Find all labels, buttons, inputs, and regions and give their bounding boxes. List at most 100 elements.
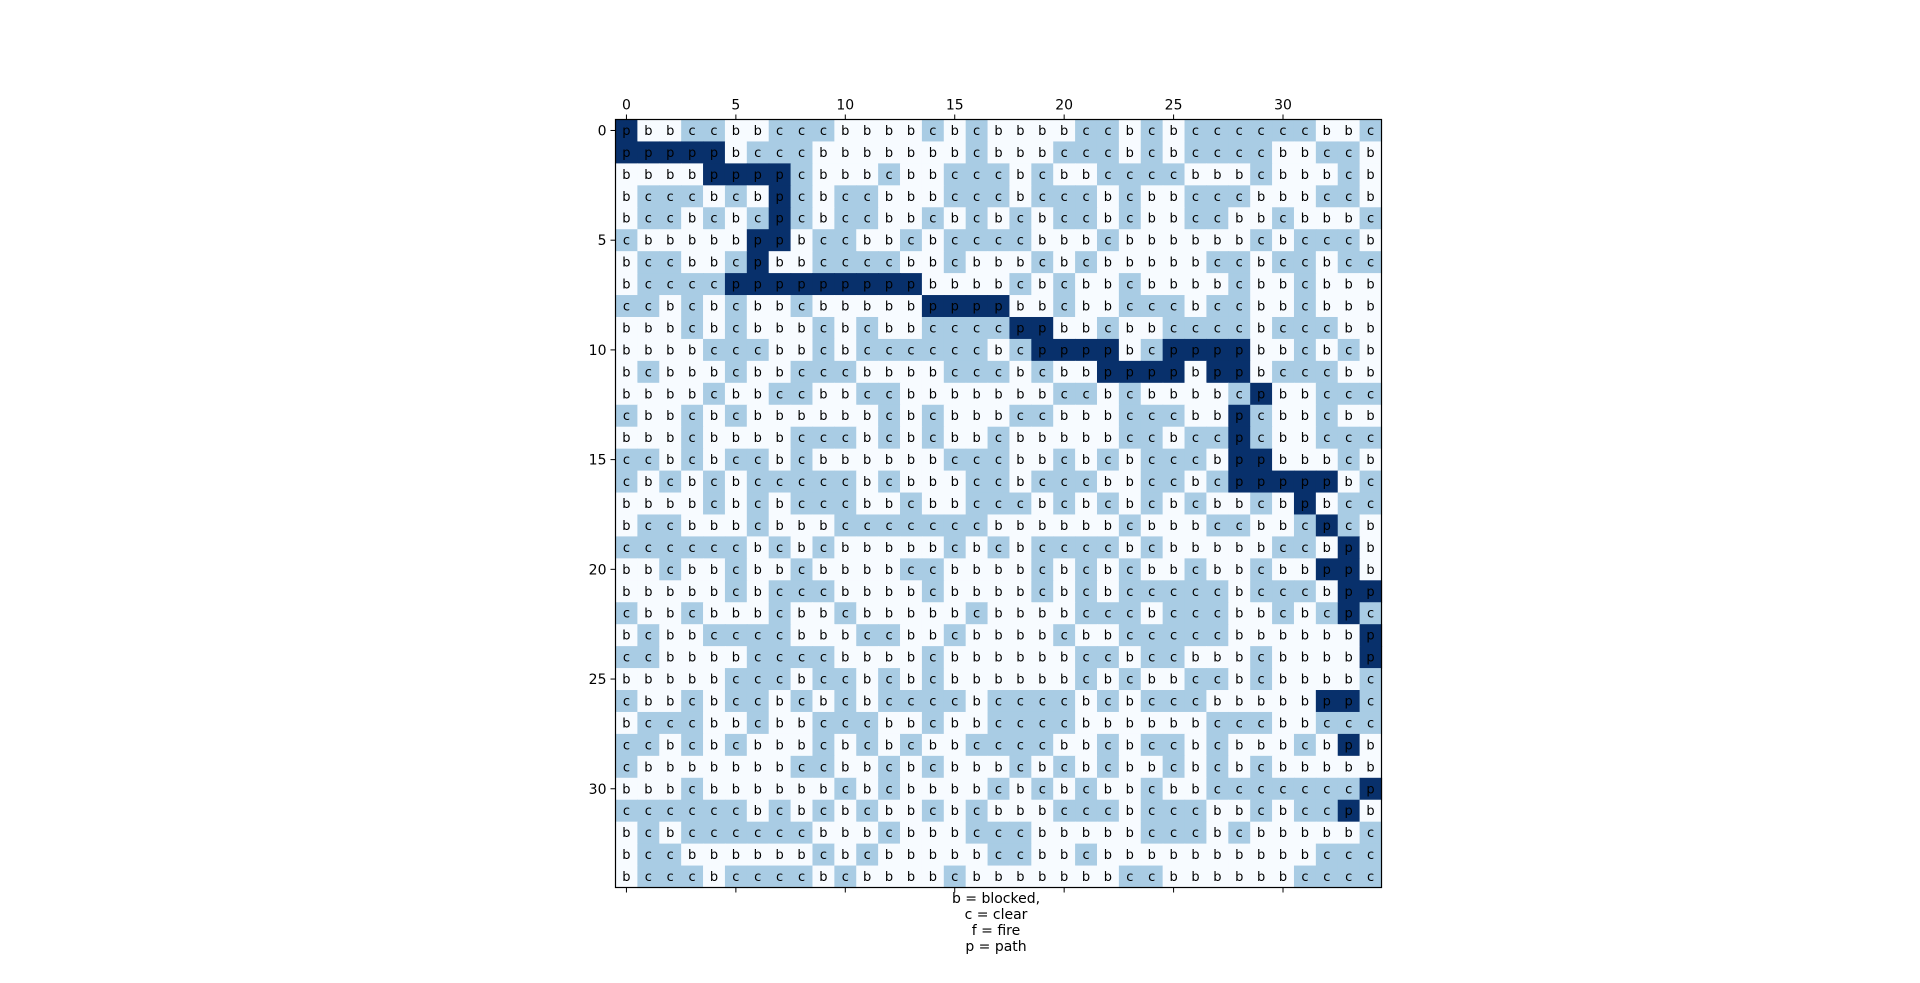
heatmap-cell [703,470,726,494]
cell-label: b [863,168,871,183]
heatmap-cell [703,338,726,362]
cell-label: b [1323,256,1331,271]
cell-label: p [644,146,652,161]
cell-label: b [907,475,915,490]
heatmap-cell [768,360,792,384]
heatmap-cell [943,163,967,186]
cell-label: c [1039,738,1046,753]
cell-label: b [666,738,674,753]
heatmap-cell [921,273,945,296]
cell-label: b [885,300,893,315]
heatmap-cell [1337,668,1361,691]
heatmap-cell [812,229,835,252]
heatmap-cell [1206,360,1229,384]
cell-label: c [1170,738,1177,753]
heatmap-cell [790,646,814,669]
heatmap-cell [703,119,726,143]
cell-label: b [1301,431,1309,446]
cell-label: b [1345,409,1353,424]
cell-label: b [1104,409,1112,424]
heatmap-cell [1140,624,1164,647]
cell-label: b [688,256,696,271]
cell-label: c [929,563,936,578]
cell-label: b [972,782,980,797]
heatmap-cell [615,382,638,406]
heatmap-cell [1053,580,1076,603]
heatmap-cell [1293,163,1317,186]
cell-label: c [1017,760,1024,775]
heatmap-cell [1075,338,1098,362]
heatmap-cell [659,404,682,428]
heatmap-cell [659,755,682,779]
cell-label: p [1301,497,1309,512]
heatmap-cell [834,580,857,603]
cell-label: b [1366,738,1374,753]
cell-label: b [1279,278,1287,293]
heatmap-cell [1096,295,1120,318]
heatmap-cell [1184,711,1208,735]
heatmap-cell [856,492,879,516]
cell-label: c [798,497,805,512]
cell-label: c [1258,804,1265,819]
cell-label: p [1038,321,1046,336]
heatmap-cell [943,207,967,230]
cell-label: b [1104,300,1112,315]
heatmap-cell [856,536,879,559]
cell-label: b [622,497,630,512]
cell-label: b [1038,431,1046,446]
cell-label: b [929,848,937,863]
cell-label: c [1148,826,1155,841]
cell-label: c [1126,168,1133,183]
cell-label: b [1082,519,1090,534]
heatmap-cell [921,316,945,340]
heatmap-cell [1206,777,1229,801]
heatmap-cell [1228,843,1251,867]
heatmap-cell [1118,185,1142,208]
cell-label: b [1235,673,1243,688]
cell-label: c [1017,716,1024,731]
cell-label: c [645,541,652,556]
cell-label: b [732,848,740,863]
heatmap-cell [1075,865,1098,889]
heatmap-cell [724,777,748,801]
heatmap-cell [1250,316,1273,340]
cell-label: b [1191,365,1199,380]
heatmap-cell [1053,382,1076,406]
cell-label: b [1060,563,1068,578]
heatmap-cell [1075,360,1098,384]
cell-label: c [1279,321,1286,336]
cell-label: b [841,804,849,819]
cell-label: b [863,453,871,468]
heatmap-cell [1118,338,1142,362]
cell-label: b [819,300,827,315]
heatmap-cell [746,295,770,318]
cell-label: c [776,146,783,161]
cell-label: c [973,475,980,490]
heatmap-cell [812,514,835,538]
cell-label: c [864,716,871,731]
cell-label: c [1214,300,1221,315]
heatmap-cell [987,163,1011,186]
cell-label: p [1257,475,1265,490]
heatmap-cell [1359,382,1383,406]
heatmap-cell [1096,316,1120,340]
heatmap-cell [1162,141,1186,164]
cell-label: b [863,365,871,380]
cell-label: c [689,826,696,841]
cell-label: b [863,651,871,666]
heatmap-cell [746,404,770,428]
heatmap-cell [987,470,1011,494]
cell-label: c [820,760,827,775]
heatmap-cell [900,602,923,625]
cell-label: c [1258,409,1265,424]
heatmap-cell [1031,755,1054,779]
cell-label: b [1126,343,1134,358]
cell-label: c [842,870,849,885]
cell-label: b [776,321,784,336]
heatmap-cell [1009,492,1032,516]
cell-label: b [622,848,630,863]
heatmap-cell [1096,690,1120,713]
heatmap-cell [637,668,660,691]
heatmap-cell [1031,141,1054,164]
cell-label: c [885,387,892,402]
